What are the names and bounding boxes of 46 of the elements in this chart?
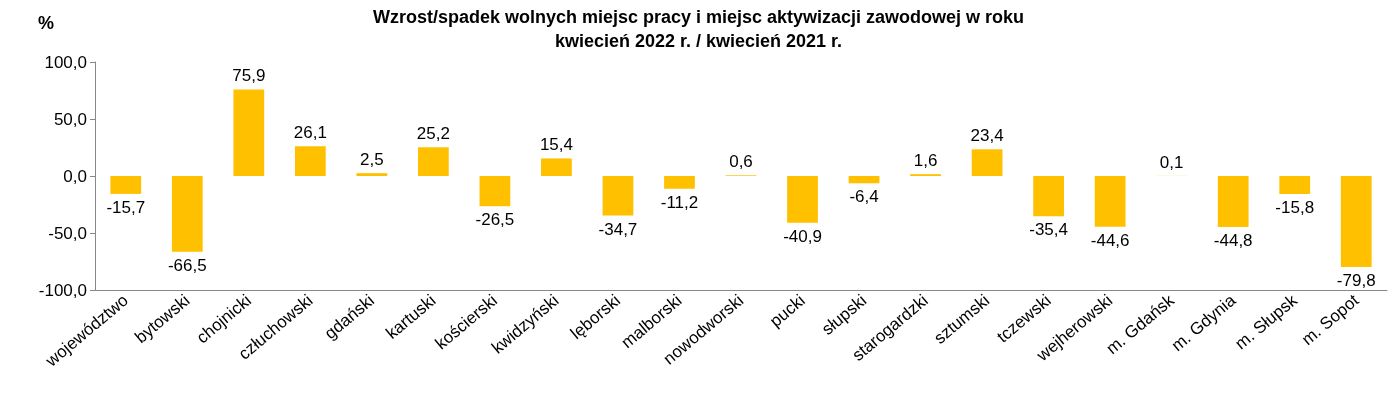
data-label: -15,7	[106, 197, 146, 217]
y-tick-label: -100,0	[38, 280, 87, 300]
bar	[1340, 176, 1372, 267]
y-tick-label: 0,0	[63, 166, 87, 186]
data-label: 25,2	[416, 124, 450, 144]
data-label: -26,5	[475, 210, 515, 230]
bar	[664, 176, 695, 189]
bar	[356, 173, 388, 176]
data-label: -35,4	[1029, 220, 1068, 240]
bar	[541, 158, 572, 176]
data-label: -44,8	[1213, 231, 1253, 251]
data-label: 75,9	[232, 66, 266, 86]
bar	[787, 176, 818, 223]
y-tick-label: 100,0	[44, 52, 87, 72]
data-label: -15,8	[1275, 198, 1315, 218]
bar	[848, 176, 880, 184]
data-label: 26,1	[293, 123, 327, 143]
data-label: -6,4	[849, 187, 879, 207]
bar	[171, 176, 203, 252]
bar	[418, 147, 449, 176]
data-label: 1,6	[913, 151, 938, 171]
data-label: 0,6	[729, 152, 753, 172]
data-label: -44,6	[1090, 230, 1130, 250]
bar	[971, 149, 1003, 176]
bar	[1217, 176, 1249, 228]
bar	[233, 89, 265, 176]
y-tick-label: -50,0	[48, 223, 87, 243]
y-axis-title: %	[38, 13, 55, 33]
data-label: -79,8	[1336, 270, 1376, 290]
bar	[110, 176, 142, 194]
bar	[1033, 176, 1064, 217]
data-label: 23,4	[970, 126, 1004, 146]
data-label: 15,4	[539, 135, 573, 155]
bar	[602, 176, 634, 216]
chart-title: Wzrost/spadek wolnych miejsc pracy i miejsc aktywizacji zawodowej w roku kwiecień 2022 r. / kwiecień 2021 r.	[372, 7, 1025, 51]
bar	[479, 176, 511, 207]
data-label: -34,7	[598, 219, 638, 239]
data-label: -40,9	[783, 226, 822, 246]
data-label: -66,5	[167, 255, 207, 275]
data-label: -11,2	[660, 192, 699, 212]
y-tick-label: 50,0	[53, 109, 87, 129]
bar	[294, 146, 326, 176]
bar	[1094, 176, 1126, 227]
data-label: 0,1	[1159, 152, 1184, 172]
data-label: 2,5	[360, 150, 384, 170]
bar	[1279, 176, 1311, 195]
